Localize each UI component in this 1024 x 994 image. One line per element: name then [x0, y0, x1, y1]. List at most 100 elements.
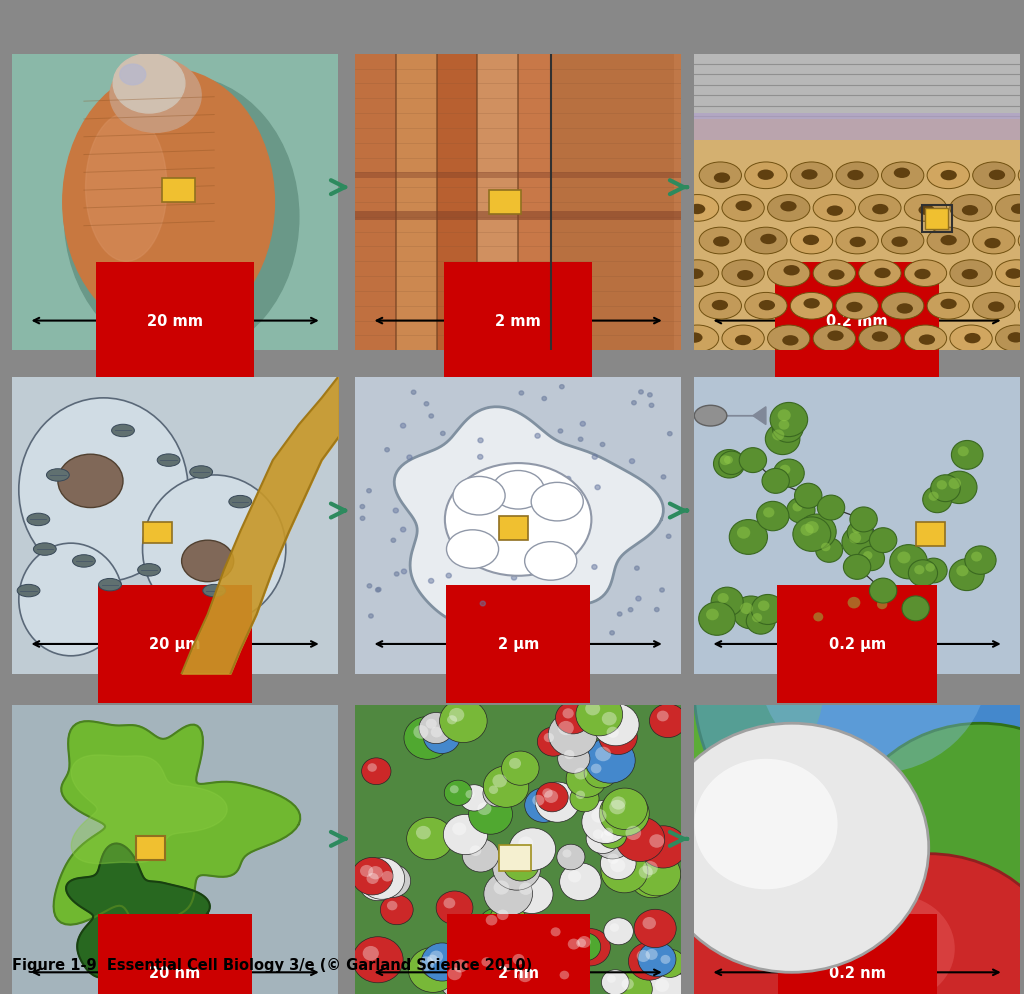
Circle shape: [439, 700, 487, 743]
Circle shape: [407, 818, 454, 860]
Circle shape: [478, 438, 483, 443]
Ellipse shape: [1018, 293, 1024, 320]
Bar: [926, 209, 948, 230]
Ellipse shape: [995, 196, 1024, 222]
Circle shape: [387, 901, 397, 911]
Circle shape: [426, 719, 436, 729]
Ellipse shape: [677, 196, 719, 222]
Circle shape: [447, 716, 457, 725]
Circle shape: [817, 496, 845, 521]
Circle shape: [595, 746, 611, 761]
Ellipse shape: [927, 228, 970, 254]
Circle shape: [649, 834, 665, 848]
Ellipse shape: [18, 399, 188, 582]
Circle shape: [502, 751, 539, 785]
Circle shape: [539, 467, 544, 472]
Bar: [600, 55, 640, 351]
Circle shape: [509, 758, 521, 769]
Circle shape: [760, 567, 987, 774]
Ellipse shape: [941, 171, 956, 181]
Ellipse shape: [927, 293, 970, 320]
Circle shape: [498, 596, 502, 600]
Circle shape: [655, 724, 929, 972]
Circle shape: [638, 942, 676, 976]
Circle shape: [591, 809, 606, 823]
Circle shape: [852, 526, 861, 534]
Circle shape: [914, 566, 925, 575]
Circle shape: [720, 456, 731, 466]
Ellipse shape: [189, 466, 213, 479]
Circle shape: [694, 759, 838, 890]
Circle shape: [772, 414, 803, 443]
Circle shape: [757, 502, 788, 531]
Circle shape: [469, 794, 513, 834]
Ellipse shape: [882, 228, 924, 254]
Circle shape: [566, 760, 607, 797]
Ellipse shape: [744, 293, 787, 320]
Circle shape: [430, 950, 443, 963]
Ellipse shape: [950, 260, 992, 287]
Circle shape: [444, 951, 489, 992]
Ellipse shape: [1018, 228, 1024, 254]
Ellipse shape: [677, 326, 719, 352]
Circle shape: [421, 943, 463, 981]
Circle shape: [844, 724, 1024, 972]
Circle shape: [544, 790, 558, 803]
Circle shape: [558, 429, 563, 433]
Circle shape: [450, 785, 459, 793]
Ellipse shape: [836, 293, 879, 320]
Ellipse shape: [791, 228, 833, 254]
Bar: [915, 523, 945, 547]
Ellipse shape: [984, 239, 1000, 249]
Circle shape: [609, 923, 620, 932]
Text: Figure 1-9  Essential Cell Biology 3/e (© Garland Science 2010): Figure 1-9 Essential Cell Biology 3/e (©…: [12, 957, 532, 972]
Circle shape: [630, 459, 635, 464]
Circle shape: [520, 523, 525, 527]
Circle shape: [380, 895, 413, 924]
Text: 20 μm: 20 μm: [150, 637, 201, 652]
Text: 0.2 mm: 0.2 mm: [826, 314, 888, 329]
Circle shape: [470, 846, 481, 856]
Circle shape: [567, 938, 580, 949]
Circle shape: [801, 524, 814, 537]
Circle shape: [360, 505, 365, 509]
Circle shape: [592, 455, 597, 460]
Circle shape: [617, 612, 622, 616]
Circle shape: [538, 728, 569, 756]
Circle shape: [598, 823, 627, 849]
Circle shape: [443, 898, 456, 909]
Circle shape: [368, 584, 372, 588]
Circle shape: [635, 567, 639, 571]
Circle shape: [777, 410, 791, 421]
Circle shape: [585, 702, 600, 716]
Ellipse shape: [694, 406, 727, 426]
Circle shape: [421, 948, 454, 979]
Circle shape: [559, 386, 564, 390]
Text: 0.2 μm: 0.2 μm: [828, 637, 886, 652]
Circle shape: [505, 947, 543, 981]
Circle shape: [480, 601, 485, 606]
Circle shape: [630, 858, 674, 898]
Bar: [396, 55, 436, 351]
Circle shape: [920, 559, 947, 583]
Circle shape: [951, 441, 983, 470]
Ellipse shape: [1011, 205, 1024, 215]
Ellipse shape: [962, 269, 978, 280]
Circle shape: [509, 419, 514, 423]
Circle shape: [444, 780, 472, 805]
Circle shape: [546, 512, 551, 517]
Ellipse shape: [804, 299, 820, 309]
Circle shape: [698, 602, 735, 635]
Circle shape: [503, 964, 512, 972]
Circle shape: [763, 508, 774, 518]
Ellipse shape: [783, 265, 800, 276]
Circle shape: [569, 928, 610, 966]
Circle shape: [462, 599, 467, 603]
Circle shape: [385, 448, 389, 452]
Circle shape: [615, 817, 665, 862]
Circle shape: [642, 861, 657, 875]
Circle shape: [647, 394, 652, 398]
Text: 2 mm: 2 mm: [496, 314, 541, 329]
Circle shape: [369, 614, 373, 618]
Ellipse shape: [493, 471, 544, 510]
